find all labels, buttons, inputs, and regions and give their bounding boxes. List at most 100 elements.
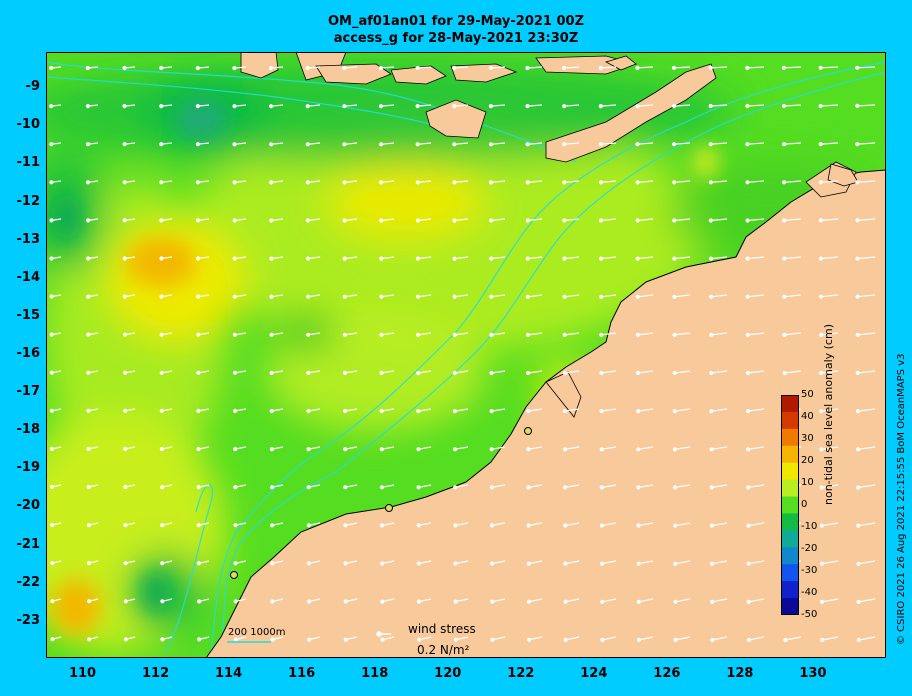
wind-arrow-head xyxy=(453,485,458,490)
wind-arrow-head xyxy=(159,408,164,413)
wind-arrow-head xyxy=(818,256,824,261)
wind-arrow xyxy=(491,446,506,450)
wind-arrow-head xyxy=(49,408,55,413)
wind-arrow-head xyxy=(415,65,420,71)
wind-arrow-head xyxy=(745,180,750,185)
wind-arrow-head xyxy=(452,180,457,185)
wind-arrow-head xyxy=(856,599,861,605)
wind-arrow-head xyxy=(416,370,421,376)
wind-arrow xyxy=(602,598,617,603)
wind-arrow xyxy=(747,332,765,336)
map-title: OM_af01an01 for 29-May-2021 00Z xyxy=(327,14,585,29)
wind-arrow-head xyxy=(49,104,54,109)
wind-arrow-head xyxy=(122,294,128,299)
wind-arrow xyxy=(711,370,728,374)
wind-arrow-head xyxy=(856,637,861,643)
wind-arrow xyxy=(638,636,654,641)
colorbar-segment xyxy=(781,581,799,599)
wind-reference-arrow xyxy=(376,631,391,637)
wind-arrow-head xyxy=(306,294,311,299)
wind-arrow xyxy=(527,142,543,145)
wind-arrow xyxy=(710,256,728,260)
wind-arrow-head xyxy=(197,637,202,642)
wind-arrow xyxy=(454,446,469,450)
wind-arrow-head xyxy=(708,256,714,261)
wind-arrow xyxy=(821,408,839,412)
wind-arrow xyxy=(454,294,469,298)
wind-arrow-head xyxy=(49,218,54,223)
wind-arrow xyxy=(857,294,876,298)
wind-arrow xyxy=(784,218,802,221)
wind-arrow-head xyxy=(599,523,605,528)
wind-arrow-head xyxy=(122,104,127,109)
wind-arrow-head xyxy=(122,65,127,71)
wind-arrow-head xyxy=(159,370,164,375)
lat-tick-label: -20 xyxy=(16,498,41,514)
wind-arrow-head xyxy=(270,523,275,528)
wind-arrow-head xyxy=(856,447,861,452)
wind-arrow xyxy=(528,370,543,374)
wind-arrow xyxy=(711,598,728,603)
wind-arrow-head xyxy=(268,66,274,71)
wind-arrows xyxy=(49,65,876,643)
wind-arrow xyxy=(674,104,691,107)
wind-arrow xyxy=(675,522,691,527)
wind-arrow-head xyxy=(710,599,715,604)
wind-arrow-head xyxy=(598,218,604,223)
wind-arrow-head xyxy=(160,523,165,528)
lon-tick-label: 120 xyxy=(434,666,462,681)
wind-arrow xyxy=(674,294,691,298)
wind-arrow-head xyxy=(342,294,347,299)
wind-arrow xyxy=(822,636,839,641)
wind-arrow xyxy=(674,408,691,412)
wind-arrow-head xyxy=(378,104,384,109)
wind-arrow-head xyxy=(306,447,311,452)
wind-arrow-head xyxy=(196,408,201,413)
wind-arrow xyxy=(784,332,802,336)
wind-arrow xyxy=(674,370,691,374)
wind-arrow-head xyxy=(855,218,860,223)
wind-arrow-head xyxy=(416,332,421,337)
anomaly-extrema xyxy=(51,100,718,635)
colorbar-tick-label: 0 xyxy=(801,499,808,510)
wind-arrow-head xyxy=(819,599,825,605)
wind-arrow xyxy=(528,408,543,412)
wind-arrow-head xyxy=(233,523,238,528)
wind-arrow-head xyxy=(818,294,824,299)
wind-arrow-head xyxy=(489,409,494,414)
wind-arrow-head xyxy=(49,142,54,147)
wind-arrow-head xyxy=(453,599,458,604)
wind-arrow-head xyxy=(672,180,677,185)
wind-arrow-head xyxy=(195,66,200,71)
wind-arrow xyxy=(675,560,691,565)
wind-arrow-head xyxy=(270,599,275,604)
wind-arrow-head xyxy=(379,332,384,337)
wind-arrow-head xyxy=(709,485,714,490)
wind-arrow-head xyxy=(269,294,274,299)
wind-arrow xyxy=(601,256,617,260)
colorbar-segment xyxy=(781,445,799,464)
wind-arrow xyxy=(674,484,691,488)
lat-tick-label: -18 xyxy=(16,422,41,438)
wind-arrow xyxy=(600,180,617,183)
wind-arrow-head xyxy=(562,294,567,299)
colorbar-tick-label: 30 xyxy=(801,433,814,444)
wind-arrow-head xyxy=(818,65,823,70)
colorbar-tick-label: -40 xyxy=(801,587,818,598)
wind-arrow-head xyxy=(745,218,750,223)
wind-arrow-head xyxy=(379,370,384,375)
wind-arrow-head xyxy=(343,523,348,528)
wind-arrow-head xyxy=(488,180,494,185)
wind-arrow xyxy=(454,332,469,336)
wind-arrow xyxy=(748,446,765,450)
colorbar-segment xyxy=(781,564,799,582)
wind-arrow-head xyxy=(380,561,385,566)
wind-arrow xyxy=(784,294,802,298)
wind-arrow-head xyxy=(232,294,237,299)
wind-arrow-head xyxy=(306,599,312,604)
wind-arrow xyxy=(674,142,691,145)
wind-arrow-head xyxy=(635,65,640,70)
wind-arrow-head xyxy=(379,447,384,452)
wind-arrow-head xyxy=(122,142,127,147)
wind-arrow-head xyxy=(526,370,531,376)
